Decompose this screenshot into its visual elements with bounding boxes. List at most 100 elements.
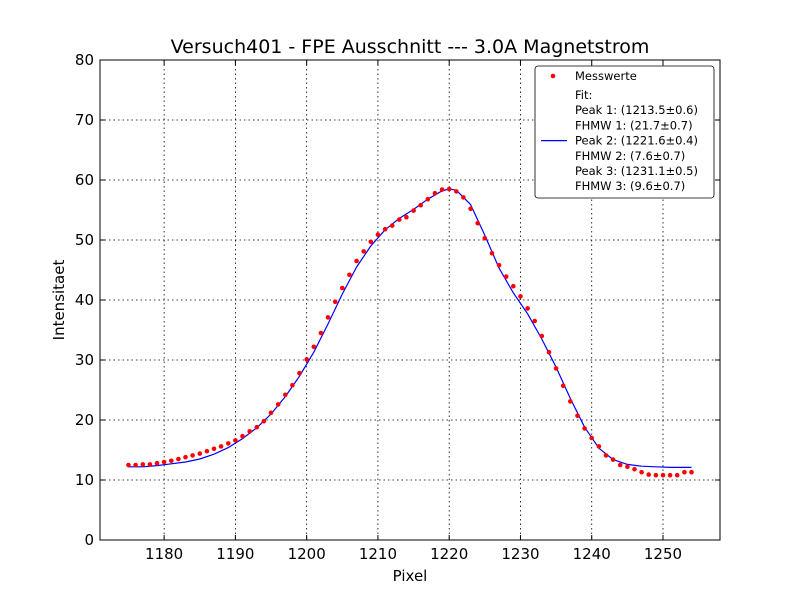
data-point — [568, 399, 573, 404]
data-point — [297, 370, 302, 376]
data-point — [425, 196, 431, 202]
chart-title: Versuch401 - FPE Ausschnitt --- 3.0A Mag… — [171, 36, 650, 58]
data-point — [489, 250, 495, 256]
data-point — [660, 472, 666, 478]
fit-curve — [128, 188, 692, 468]
data-point — [525, 306, 530, 311]
data-point — [446, 186, 452, 192]
data-point — [646, 472, 651, 477]
legend-fit-line: Peak 3: (1231.1±0.5) — [575, 164, 698, 178]
data-point — [397, 217, 402, 222]
y-tick-label: 50 — [75, 231, 94, 249]
data-point — [468, 206, 473, 212]
data-point — [475, 220, 481, 226]
y-tick-label: 60 — [75, 171, 94, 189]
data-point — [674, 472, 680, 478]
data-point — [275, 402, 281, 407]
data-point — [610, 457, 616, 462]
data-point — [197, 451, 203, 456]
data-point — [560, 383, 566, 389]
data-point — [625, 464, 630, 470]
data-point — [404, 214, 409, 220]
data-point — [368, 239, 374, 245]
x-tick-label: 1220 — [430, 545, 468, 563]
data-point — [361, 249, 367, 254]
data-point — [176, 456, 181, 462]
legend-fit-line: Peak 2: (1221.6±0.4) — [575, 134, 698, 148]
y-tick-label: 10 — [75, 471, 94, 489]
data-point — [268, 410, 274, 416]
data-point — [332, 299, 338, 305]
data-point — [482, 235, 488, 241]
data-point — [325, 315, 331, 320]
data-point — [496, 262, 502, 268]
data-point — [318, 330, 324, 336]
legend-fit-line: Peak 1: (1213.5±0.6) — [575, 103, 698, 117]
grid — [100, 60, 720, 540]
data-point — [553, 366, 559, 371]
measurement-series — [126, 186, 694, 478]
x-tick-label: 1190 — [216, 545, 254, 563]
data-point — [667, 472, 673, 478]
data-point — [589, 435, 594, 441]
data-point — [382, 226, 388, 232]
data-point — [254, 424, 260, 430]
data-point — [283, 392, 288, 398]
y-tick-label: 0 — [84, 531, 94, 549]
data-point — [169, 458, 174, 464]
legend-fit-line: FHMW 3: (9.6±0.7) — [575, 179, 685, 193]
data-point — [211, 446, 217, 452]
data-point — [233, 438, 238, 443]
data-point — [190, 453, 195, 458]
data-point — [603, 453, 609, 458]
data-point — [511, 283, 516, 289]
data-point — [411, 208, 416, 213]
x-tick-label: 1200 — [288, 545, 326, 563]
data-point — [546, 349, 552, 355]
data-point — [639, 469, 644, 475]
data-point — [632, 466, 637, 472]
data-point — [532, 318, 537, 324]
data-point — [375, 232, 381, 237]
legend-fit-line: FHMW 1: (21.7±0.7) — [575, 118, 693, 132]
y-tick-label: 80 — [75, 51, 94, 69]
data-point — [311, 344, 317, 350]
x-tick-label: 1210 — [359, 545, 397, 563]
data-point — [454, 189, 459, 194]
data-point — [418, 202, 424, 208]
x-tick-label: 1180 — [145, 545, 183, 563]
data-point — [354, 258, 359, 264]
data-point — [161, 459, 167, 465]
data-point — [539, 333, 545, 339]
data-point — [689, 469, 694, 475]
data-point — [575, 413, 580, 419]
data-point — [432, 190, 438, 196]
y-tick-label: 30 — [75, 351, 94, 369]
data-point — [304, 357, 310, 362]
data-point — [518, 294, 523, 299]
data-point — [582, 426, 587, 431]
data-point — [682, 469, 687, 475]
legend-fit-line: FHMW 2: (7.6±0.7) — [575, 149, 685, 163]
legend-point-marker — [550, 73, 556, 79]
fit-series — [128, 188, 692, 468]
data-point — [340, 285, 345, 291]
data-point — [596, 444, 602, 449]
axis-ticks: 1180 1190 1200 1210 1220 1230 1240 1250 0 10 20 30 4… — [75, 51, 720, 563]
data-point — [204, 448, 210, 454]
data-point — [218, 444, 224, 449]
data-point — [240, 433, 245, 439]
data-point — [133, 462, 138, 468]
data-point — [347, 272, 352, 278]
data-point — [147, 462, 153, 467]
data-point — [653, 472, 659, 478]
legend: Messwerte Fit:Peak 1: (1213.5±0.6)FHMW 1:… — [534, 65, 715, 199]
data-point — [439, 187, 445, 192]
data-point — [617, 462, 623, 468]
x-tick-label: 1250 — [644, 545, 682, 563]
legend-box — [534, 65, 715, 199]
y-tick-label: 20 — [75, 411, 94, 429]
y-tick-label: 70 — [75, 111, 94, 129]
